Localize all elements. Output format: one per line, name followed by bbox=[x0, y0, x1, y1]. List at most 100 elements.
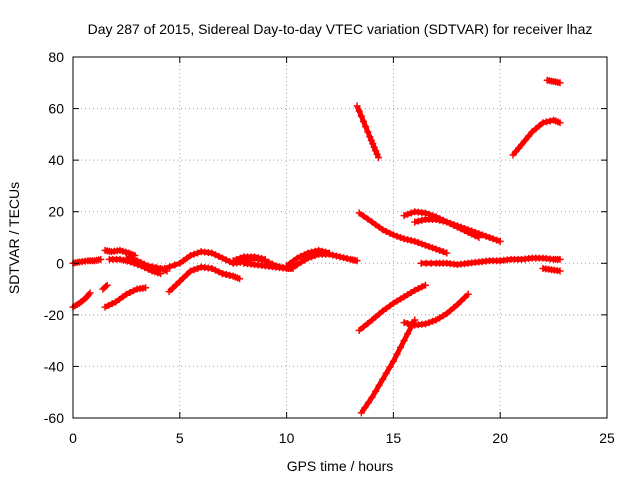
data-point bbox=[429, 244, 437, 252]
data-point bbox=[518, 141, 526, 149]
data-point bbox=[418, 283, 426, 291]
data-point bbox=[475, 230, 483, 238]
data-point bbox=[226, 258, 234, 266]
data-point bbox=[556, 255, 564, 263]
series-arc-14 bbox=[353, 102, 382, 162]
series-arc-24 bbox=[539, 264, 564, 275]
chart-title: Day 287 of 2015, Sidereal Day-to-day VTE… bbox=[88, 21, 593, 37]
data-point bbox=[414, 239, 422, 247]
data-point bbox=[486, 234, 494, 241]
data-point bbox=[404, 291, 412, 299]
data-point bbox=[142, 284, 150, 292]
data-point bbox=[311, 247, 319, 255]
data-point bbox=[340, 254, 348, 262]
series-arc-3 bbox=[99, 281, 111, 293]
y-tick-label: 80 bbox=[48, 49, 64, 65]
data-point bbox=[229, 257, 237, 265]
data-point bbox=[140, 260, 148, 268]
data-point bbox=[286, 259, 294, 267]
data-point bbox=[219, 254, 227, 262]
data-point bbox=[528, 128, 536, 136]
data-point bbox=[443, 310, 451, 318]
series-arc-21 bbox=[417, 254, 564, 269]
data-point bbox=[343, 255, 351, 263]
data-point bbox=[496, 237, 504, 245]
data-point bbox=[521, 136, 529, 144]
data-point bbox=[421, 241, 429, 249]
data-point bbox=[122, 254, 130, 262]
data-point bbox=[183, 254, 191, 262]
data-point bbox=[116, 255, 124, 263]
series-arc-4 bbox=[101, 284, 150, 311]
data-point bbox=[97, 255, 105, 263]
data-point bbox=[461, 224, 469, 232]
data-point bbox=[432, 245, 440, 253]
data-point bbox=[144, 262, 152, 270]
data-point bbox=[183, 270, 191, 278]
data-point bbox=[418, 216, 426, 224]
data-point bbox=[404, 330, 412, 338]
data-point bbox=[375, 310, 383, 318]
series-arc-23 bbox=[543, 76, 564, 87]
data-point bbox=[432, 316, 440, 324]
x-tick-label: 25 bbox=[599, 430, 615, 446]
data-point bbox=[464, 226, 472, 234]
data-point bbox=[297, 252, 305, 260]
data-point bbox=[443, 249, 451, 257]
data-point bbox=[400, 293, 408, 301]
data-point bbox=[368, 393, 376, 401]
series-arc-16 bbox=[355, 281, 429, 334]
data-point bbox=[336, 253, 344, 261]
data-point bbox=[368, 218, 376, 226]
data-point bbox=[418, 240, 426, 248]
data-point bbox=[436, 314, 444, 322]
data-point bbox=[379, 307, 387, 315]
data-point bbox=[407, 237, 415, 245]
data-point bbox=[329, 251, 337, 259]
data-point bbox=[411, 237, 419, 245]
data-point bbox=[407, 289, 415, 297]
data-point bbox=[369, 140, 377, 148]
x-tick-label: 0 bbox=[69, 430, 77, 446]
data-point bbox=[471, 228, 479, 236]
data-point bbox=[372, 147, 380, 155]
tick-layer: 0 5 10 15 20 25 -60 -40 -20 0 20 40 60 80 bbox=[44, 49, 615, 446]
data-point bbox=[404, 236, 412, 244]
data-point bbox=[355, 326, 363, 334]
data-point bbox=[211, 251, 219, 259]
data-point bbox=[325, 249, 333, 257]
data-point bbox=[404, 319, 412, 327]
data-point bbox=[364, 399, 372, 407]
data-point bbox=[172, 281, 180, 289]
data-point bbox=[236, 254, 244, 262]
data-point bbox=[222, 270, 230, 278]
data-point bbox=[165, 288, 173, 296]
data-point bbox=[453, 222, 461, 230]
data-point bbox=[368, 316, 376, 324]
data-point bbox=[382, 369, 390, 377]
data-point bbox=[450, 221, 458, 229]
data-point bbox=[421, 281, 429, 289]
y-tick-label: 20 bbox=[48, 204, 64, 220]
data-point bbox=[375, 223, 383, 231]
x-axis-label: GPS time / hours bbox=[287, 458, 394, 474]
data-point bbox=[137, 258, 145, 266]
data-point bbox=[389, 357, 397, 365]
data-point bbox=[393, 297, 401, 305]
data-point bbox=[489, 235, 497, 243]
grid-layer bbox=[73, 57, 607, 418]
data-point bbox=[300, 251, 308, 259]
y-tick-label: -60 bbox=[44, 410, 64, 426]
data-point bbox=[176, 277, 184, 285]
data-point bbox=[400, 337, 408, 345]
data-point bbox=[211, 266, 219, 274]
data-point bbox=[482, 232, 490, 240]
data-point bbox=[355, 209, 363, 217]
data-point bbox=[389, 299, 397, 307]
data-point bbox=[379, 375, 387, 383]
data-point bbox=[411, 218, 419, 226]
data-point bbox=[112, 298, 120, 306]
y-tick-label: 40 bbox=[48, 152, 64, 168]
data-point bbox=[364, 128, 372, 136]
